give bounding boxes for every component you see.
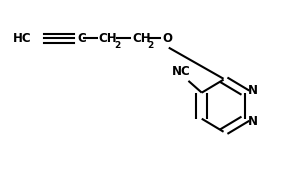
Text: N: N <box>248 84 258 97</box>
Text: HC: HC <box>13 32 32 45</box>
Text: NC: NC <box>172 65 191 78</box>
Text: CH: CH <box>99 32 117 45</box>
Text: N: N <box>248 115 258 128</box>
Text: C: C <box>77 32 86 45</box>
Text: 2: 2 <box>147 42 154 50</box>
Text: O: O <box>162 32 172 45</box>
Text: CH: CH <box>132 32 151 45</box>
Text: 2: 2 <box>114 42 120 50</box>
